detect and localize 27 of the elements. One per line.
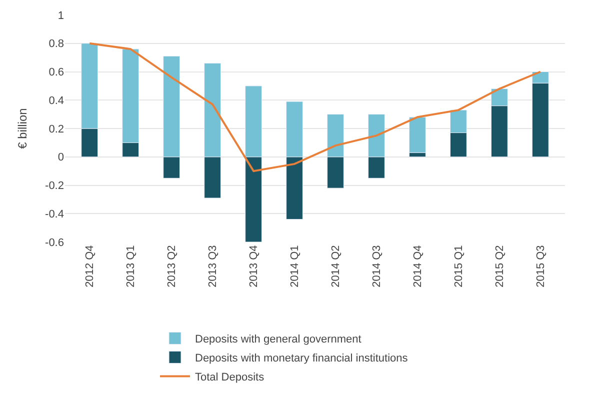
y-tick-label: 0 — [58, 152, 64, 164]
line-series — [88, 42, 542, 172]
y-tick-label: -0.2 — [45, 180, 64, 192]
x-tick-label: 2013 Q2 — [166, 245, 178, 288]
x-tick-label: 2014 Q1 — [289, 245, 302, 288]
legend-label: Deposits with monetary financial institutions — [195, 352, 408, 365]
legend-label: Total Deposits — [195, 372, 265, 384]
y-tick-label: -0.6 — [45, 236, 64, 249]
x-tick-label: 2013 Q3 — [207, 245, 220, 288]
x-tick-label: 2014 Q4 — [412, 245, 424, 288]
x-tick-label: 2013 Q1 — [125, 245, 138, 288]
y-tick-label: 1 — [58, 10, 64, 22]
x-tick-label: 2014 Q3 — [371, 245, 384, 288]
x-tick-label: 2015 Q2 — [494, 245, 506, 288]
y-tick-label: 0.6 — [48, 66, 64, 79]
bar — [409, 116, 426, 153]
x-tick-label: 2014 Q2 — [330, 245, 342, 288]
x-tick-label: 2015 Q1 — [453, 245, 466, 288]
legend-label: Deposits with general government — [195, 334, 362, 346]
y-tick-label: 0.4 — [48, 94, 64, 107]
y-tick-label: -0.4 — [45, 208, 64, 220]
y-tick-label: 0.2 — [48, 123, 64, 136]
x-tick-label: 2013 Q4 — [248, 245, 260, 288]
y-tick-label: 0.8 — [48, 38, 64, 50]
x-tick-label: 2012 Q4 — [84, 245, 96, 288]
y-axis-title: € billion — [15, 108, 30, 149]
x-tick-label: 2015 Q3 — [534, 245, 547, 288]
